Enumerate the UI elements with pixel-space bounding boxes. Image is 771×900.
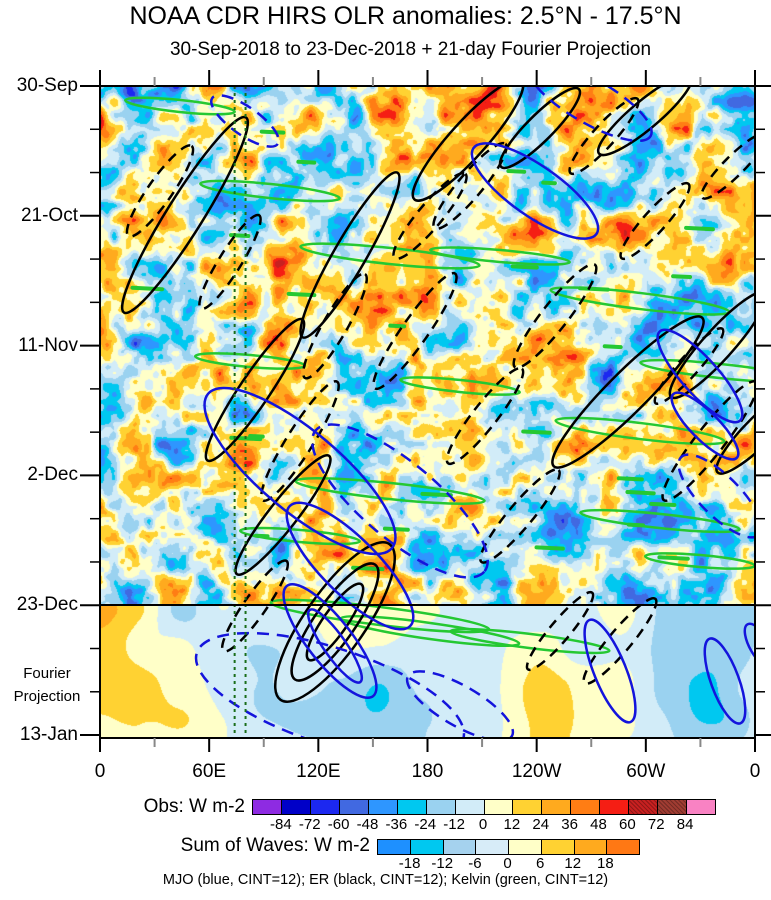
waves-colorbar bbox=[377, 839, 640, 855]
chart-subtitle: 30-Sep-2018 to 23-Dec-2018 + 21-day Four… bbox=[169, 39, 652, 60]
colorbar-cell bbox=[476, 840, 509, 854]
colorbar-tick-label: 12 bbox=[564, 855, 582, 872]
colorbar-tick-label: 0 bbox=[478, 816, 488, 833]
obs-colorbar bbox=[252, 799, 716, 815]
colorbar-cell bbox=[443, 840, 477, 854]
colorbar-tick-label: 48 bbox=[590, 816, 607, 833]
y-axis-label: 13-Jan bbox=[19, 724, 78, 745]
colorbar-cell bbox=[253, 800, 282, 814]
colorbar-tick-label: 60 bbox=[619, 816, 636, 833]
colorbar-tick-label: 36 bbox=[561, 816, 578, 833]
chart-title: NOAA CDR HIRS OLR anomalies: 2.5°N - 17.… bbox=[129, 2, 682, 30]
contour-legend-note: MJO (blue, CINT=12); ER (black, CINT=12)… bbox=[162, 872, 609, 888]
colorbar-tick-label: -24 bbox=[414, 816, 437, 833]
x-axis-label: 120W bbox=[511, 761, 562, 782]
colorbar-cell bbox=[455, 800, 485, 814]
y-axis-label: 11-Nov bbox=[18, 334, 78, 356]
colorbar-cell bbox=[509, 840, 542, 854]
colorbar-tick-label: 18 bbox=[597, 855, 614, 872]
x-axis-label: 180 bbox=[411, 761, 444, 782]
colorbar-tick-label: 84 bbox=[676, 816, 694, 833]
colorbar-cell bbox=[410, 840, 444, 854]
colorbar-tick-label: -18 bbox=[398, 855, 421, 872]
fourier-projection-line2: Projection bbox=[13, 688, 81, 706]
colorbar-cell bbox=[600, 800, 630, 814]
colorbar-tick-label: -36 bbox=[385, 816, 408, 833]
colorbar-cell bbox=[310, 800, 340, 814]
x-axis-label: 60W bbox=[626, 761, 666, 782]
colorbar-tick-label: -6 bbox=[468, 855, 482, 872]
colorbar-cell bbox=[607, 840, 639, 854]
x-axis-label: 120E bbox=[296, 761, 341, 782]
colorbar-tick-label: -72 bbox=[298, 816, 321, 833]
x-axis-label: 0 bbox=[749, 761, 761, 782]
colorbar-tick-label: -84 bbox=[270, 816, 292, 833]
colorbar-cell bbox=[281, 800, 311, 814]
colorbar-tick-label: 24 bbox=[532, 816, 550, 833]
colorbar-cell bbox=[484, 800, 514, 814]
olr-anomaly-heatmap bbox=[100, 86, 755, 738]
y-axis-label: 2-Dec bbox=[27, 464, 78, 486]
colorbar-cell bbox=[513, 800, 543, 814]
colorbar-cell bbox=[687, 800, 715, 814]
obs-colorbar-label: Obs: W m-2 bbox=[143, 796, 245, 817]
y-axis-label: 23-Dec bbox=[16, 594, 78, 616]
colorbar-cell bbox=[658, 800, 688, 814]
colorbar-cell bbox=[574, 840, 608, 854]
x-axis-label: 60E bbox=[192, 761, 227, 782]
colorbar-tick-label: -12 bbox=[443, 816, 465, 833]
colorbar-cell bbox=[426, 800, 456, 814]
fourier-projection-line1: Fourier bbox=[23, 665, 71, 682]
colorbar-cell bbox=[339, 800, 369, 814]
y-axis-label: 21-Oct bbox=[20, 204, 78, 226]
colorbar-tick-label: -60 bbox=[327, 816, 350, 833]
colorbar-tick-label: 12 bbox=[503, 816, 521, 833]
colorbar-tick-label: 0 bbox=[503, 855, 512, 872]
colorbar-cell bbox=[368, 800, 398, 814]
colorbar-cell bbox=[541, 840, 575, 854]
colorbar-cell bbox=[629, 800, 659, 814]
colorbar-tick-label: -48 bbox=[356, 816, 379, 833]
y-axis-label: 30-Sep bbox=[16, 75, 78, 96]
colorbar-cell bbox=[397, 800, 427, 814]
colorbar-cell bbox=[542, 800, 572, 814]
waves-colorbar-label: Sum of Waves: W m-2 bbox=[180, 835, 370, 856]
fourier-projection-note: Fourier Projection bbox=[0, 662, 94, 709]
colorbar-tick-label: -12 bbox=[431, 855, 454, 872]
colorbar-tick-label: 72 bbox=[647, 816, 665, 833]
colorbar-tick-label: 6 bbox=[535, 855, 545, 872]
colorbar-cell bbox=[378, 840, 411, 854]
colorbar-cell bbox=[571, 800, 601, 814]
x-axis-label: 0 bbox=[94, 761, 106, 782]
